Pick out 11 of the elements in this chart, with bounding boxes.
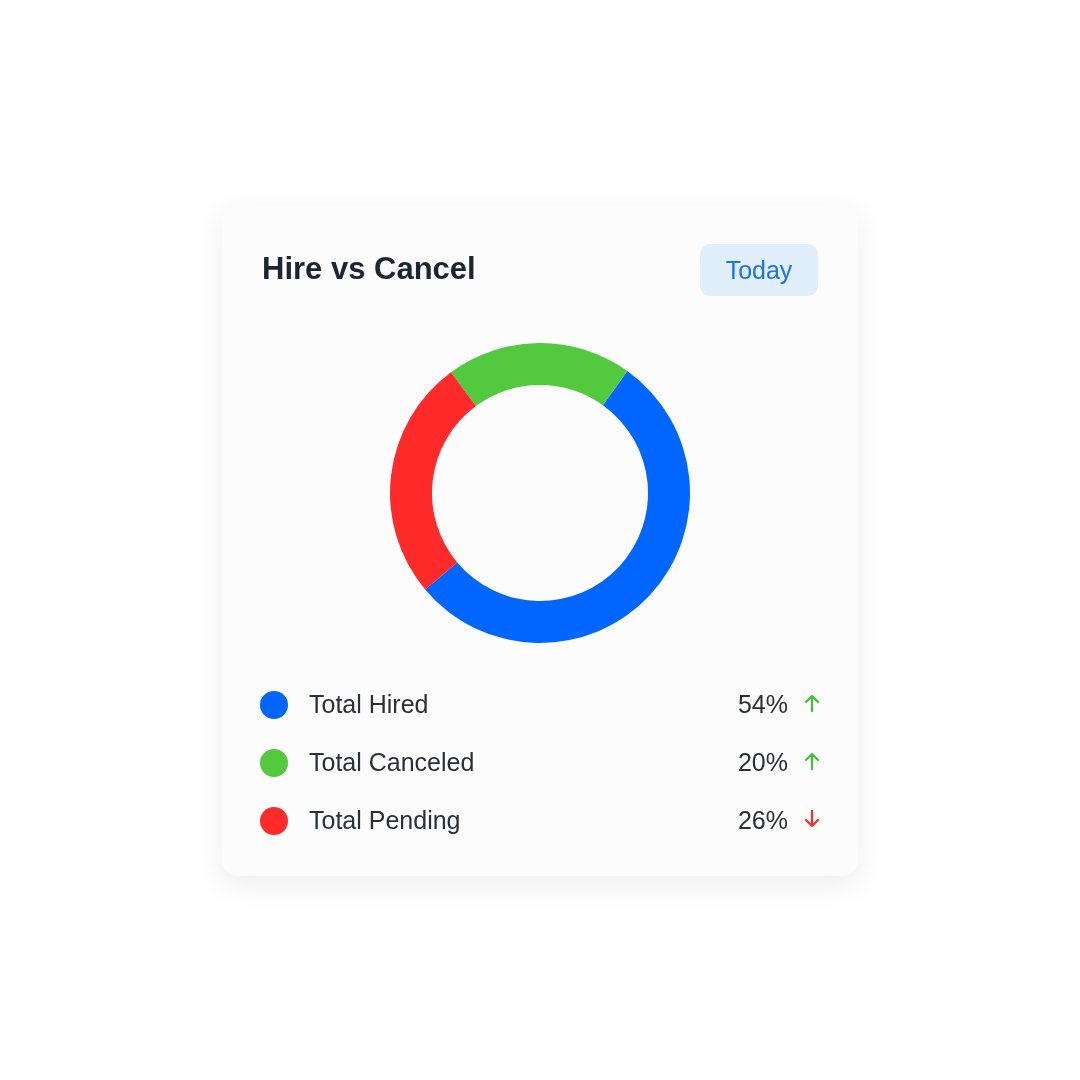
data-label: 20% (737, 748, 788, 777)
legend-label: Total Pending (309, 806, 461, 835)
donut-slice (450, 343, 628, 407)
legend-label: Total Canceled (309, 748, 475, 777)
chart-title: Hire vs Cancel (262, 251, 476, 287)
data-label: 26% (737, 806, 788, 835)
donut-slice (390, 372, 476, 590)
donut-slice (425, 371, 690, 643)
legend-label: Total Hired (309, 690, 429, 719)
data-label: 54% (737, 690, 788, 719)
text: Today (700, 244, 818, 296)
